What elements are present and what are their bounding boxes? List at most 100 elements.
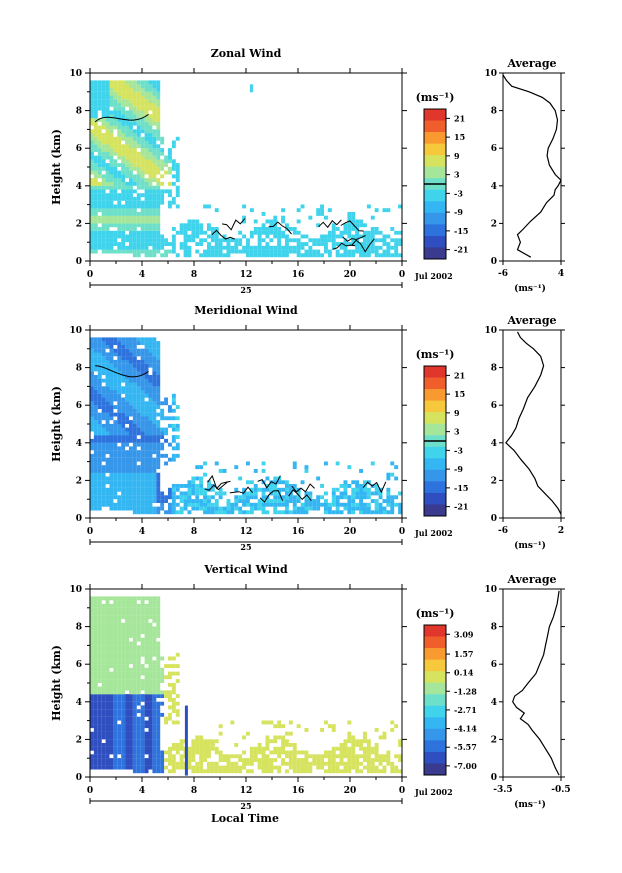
heatmap-cell xyxy=(191,750,196,755)
heatmap-cell xyxy=(90,118,94,122)
heatmap-cell xyxy=(121,461,126,466)
heatmap-cell xyxy=(97,761,102,766)
heatmap-cell xyxy=(152,215,157,220)
heatmap-cell xyxy=(382,510,387,515)
heatmap-cell xyxy=(93,185,98,190)
colorbar-swatch xyxy=(424,458,446,471)
heatmap-cell xyxy=(183,238,188,243)
heatmap-cell xyxy=(234,761,239,766)
heatmap-cell xyxy=(191,238,196,243)
heatmap-cell xyxy=(285,234,289,239)
heatmap-cell xyxy=(156,765,161,770)
heatmap-cell xyxy=(156,118,161,122)
heatmap-cell xyxy=(121,87,126,92)
heatmap-cell xyxy=(101,682,106,687)
heatmap-cell xyxy=(160,491,165,496)
heatmap-cell xyxy=(327,750,332,755)
heatmap-cell xyxy=(109,450,114,455)
heatmap-cell xyxy=(109,491,114,496)
heatmap-cell xyxy=(148,166,153,171)
heatmap-cell xyxy=(156,716,161,721)
heatmap-cell xyxy=(230,720,235,725)
heatmap-cell xyxy=(304,769,309,774)
heatmap-cell xyxy=(285,249,289,254)
heatmap-cell xyxy=(93,106,98,111)
heatmap-cell xyxy=(285,761,289,766)
heatmap-cell xyxy=(183,230,188,235)
heatmap-cell xyxy=(117,84,122,88)
heatmap-cell xyxy=(148,720,153,725)
heatmap-cell xyxy=(129,682,133,687)
heatmap-cell xyxy=(320,728,324,732)
heatmap-cell xyxy=(93,148,98,152)
heatmap-cell xyxy=(93,87,98,92)
heatmap-cell xyxy=(121,728,126,732)
heatmap-cell xyxy=(105,438,110,443)
heatmap-cell xyxy=(144,416,149,421)
heatmap-cell xyxy=(398,506,402,511)
heatmap-cell xyxy=(156,185,161,190)
heatmap-cell xyxy=(105,174,110,179)
y-tick-label: 2 xyxy=(76,476,82,486)
heatmap-cell xyxy=(113,249,118,254)
heatmap-cell xyxy=(125,716,129,721)
heatmap-cell xyxy=(93,450,98,455)
heatmap-cell xyxy=(144,106,149,111)
heatmap-cell xyxy=(93,476,98,481)
heatmap-cell xyxy=(374,728,379,732)
heatmap-cell xyxy=(144,675,149,680)
heatmap-cell xyxy=(97,102,102,107)
contour-line xyxy=(222,218,246,231)
heatmap-cell xyxy=(156,675,161,680)
heatmap-cell xyxy=(199,758,204,762)
colorbar-swatch xyxy=(424,469,446,482)
heatmap-cell xyxy=(121,412,126,417)
heatmap-cell xyxy=(331,761,336,766)
heatmap-cell xyxy=(281,739,285,744)
heatmap-cell xyxy=(156,728,161,732)
heatmap-cell xyxy=(117,356,122,361)
average-y-tick-label: 6 xyxy=(491,660,497,670)
heatmap-cell xyxy=(113,660,118,665)
heatmap-cell xyxy=(93,133,98,137)
heatmap-cell xyxy=(125,600,129,604)
heatmap-cell xyxy=(90,249,94,254)
heatmap-cell xyxy=(191,499,196,503)
heatmap-cell xyxy=(249,491,254,496)
heatmap-cell xyxy=(121,480,126,485)
heatmap-cell xyxy=(109,352,114,357)
heatmap-cell xyxy=(101,694,106,698)
heatmap-cell xyxy=(117,91,122,96)
heatmap-cell xyxy=(242,249,246,254)
heatmap-cell xyxy=(132,87,137,92)
heatmap-cell xyxy=(117,136,122,141)
heatmap-cell xyxy=(378,230,383,235)
heatmap-cell xyxy=(132,442,137,447)
heatmap-cell xyxy=(125,341,129,345)
heatmap-cell xyxy=(160,769,165,774)
heatmap-cell xyxy=(125,348,129,353)
heatmap-cell xyxy=(366,495,371,500)
heatmap-cell xyxy=(347,242,352,246)
heatmap-cell xyxy=(285,739,289,744)
heatmap-cell xyxy=(101,356,106,361)
heatmap-cell xyxy=(97,694,102,698)
heatmap-cell xyxy=(331,510,336,515)
heatmap-cell xyxy=(230,765,235,770)
heatmap-cell xyxy=(281,245,285,250)
heatmap-cell xyxy=(210,506,215,511)
heatmap-cell xyxy=(105,390,110,394)
heatmap-cell xyxy=(129,735,133,740)
heatmap-cell xyxy=(136,682,141,687)
heatmap-cell xyxy=(121,363,126,368)
average-frame xyxy=(502,72,562,262)
heatmap-cell xyxy=(132,253,137,258)
heatmap-cell xyxy=(129,356,133,361)
heatmap-cell xyxy=(242,510,246,515)
heatmap-cell xyxy=(113,163,118,167)
heatmap-cell xyxy=(117,337,122,342)
heatmap-cell xyxy=(109,170,114,175)
heatmap-cell xyxy=(347,227,352,231)
heatmap-cell xyxy=(144,656,149,661)
heatmap-cell xyxy=(168,249,172,254)
